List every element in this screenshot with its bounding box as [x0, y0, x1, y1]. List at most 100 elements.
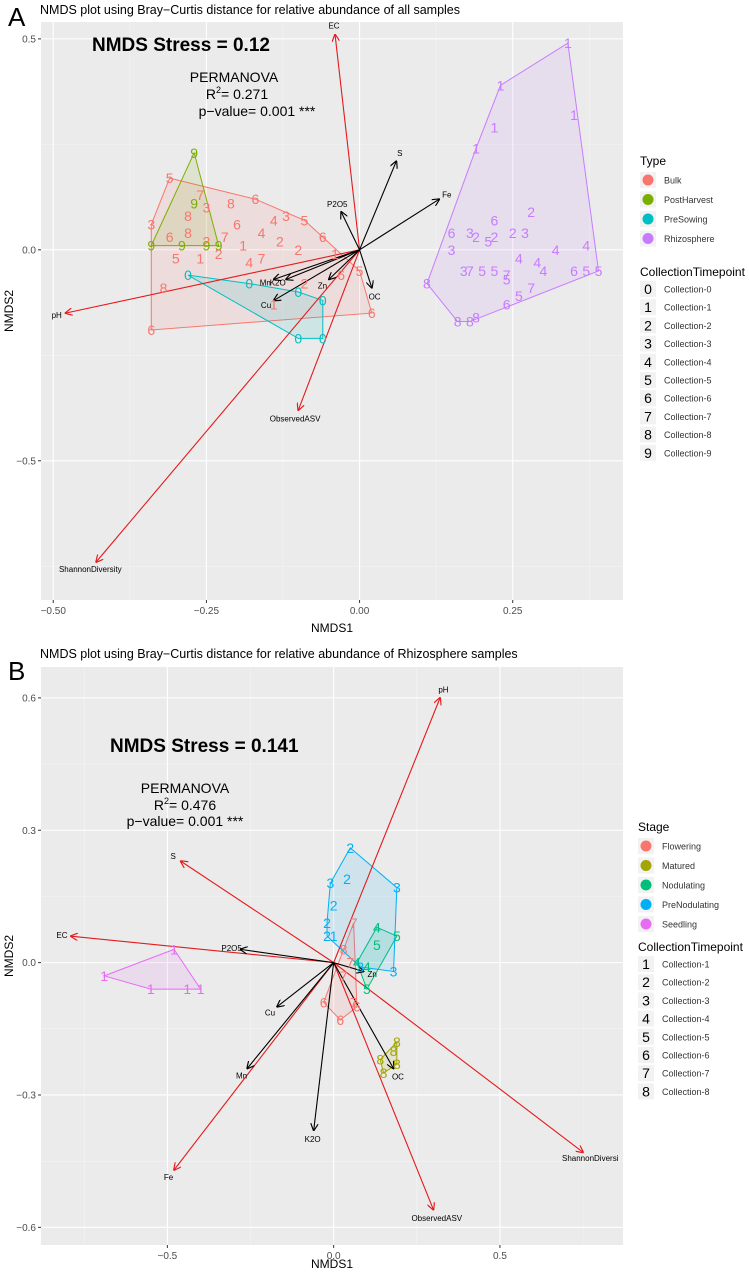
panel-a-permanova-pvalue: p−value= 0.001 ***: [199, 103, 316, 119]
y-tick-label: 0.5: [22, 34, 36, 45]
vector-label-k2o: K2O: [305, 1135, 321, 1144]
point-bulk: 7: [258, 250, 266, 266]
legend-key-bg: [638, 974, 654, 991]
point-bulk: 6: [368, 305, 376, 321]
vector-label-fe: Fe: [164, 1173, 174, 1182]
panel-a-stress-label: NMDS Stress = 0.12: [92, 35, 270, 56]
legend-symbol: 7: [644, 408, 652, 424]
legend-key-bg: [638, 1047, 654, 1063]
y-tick-label: 0.6: [22, 693, 36, 704]
panel-b-legend-timepoint-items: 1 Collection-1 2 Collection-2 3 Collection-3 4…: [638, 956, 710, 1100]
point-presowing: 0: [294, 284, 302, 300]
legend-symbol: 3: [642, 992, 650, 1008]
legend-key-bg: [638, 956, 654, 972]
vector-label-ph: pH: [438, 686, 448, 695]
point-bulk: 4: [270, 212, 278, 228]
legend-swatch-presowing: [642, 213, 654, 225]
point-bulk: 2: [301, 276, 309, 292]
point-rhizosphere: 4: [515, 250, 523, 266]
point-rhizosphere: 6: [490, 212, 498, 228]
panel-b-legend: Stage Flowering Matured Nodulating PreNodul…: [638, 820, 744, 1100]
hull-rhizosphere: [426, 42, 600, 323]
point-matured: 8: [390, 1043, 398, 1059]
point-bulk: 3: [282, 208, 290, 224]
hull-seedling: [102, 948, 202, 990]
legend-label-collection: Collection-2: [664, 321, 712, 331]
point-rhizosphere: 1: [490, 119, 498, 135]
legend-key-bg: [638, 992, 654, 1009]
point-rhizosphere: 1: [472, 141, 480, 157]
legend-label-collection: Collection-5: [662, 1032, 710, 1042]
point-rhizosphere: 5: [515, 288, 523, 304]
point-bulk: 2: [215, 246, 223, 262]
point-presowing: 0: [319, 292, 327, 308]
point-rhizosphere: 4: [533, 254, 541, 270]
vector-zn: [329, 249, 360, 280]
panel-a-legend: Type Bulk PostHarvest PreSowing Rhizosphere…: [640, 154, 746, 461]
point-rhizosphere: 1: [570, 107, 578, 123]
legend-key-bg: [638, 1010, 654, 1027]
point-rhizosphere: 2: [527, 204, 535, 220]
point-rhizosphere: 5: [490, 263, 498, 279]
legend-symbol: 4: [644, 354, 652, 370]
point-seedling: 1: [147, 981, 155, 997]
legend-label-collection: Collection-1: [664, 303, 712, 313]
hull-prenodulating: [326, 847, 398, 973]
point-bulk: 8: [184, 208, 192, 224]
y-tick-label: 0.0: [22, 245, 36, 256]
legend-swatch-nodulating: [640, 879, 652, 891]
panel-a-title: NMDS plot using Bray−Curtis distance for…: [40, 3, 460, 17]
point-postharvest: 9: [178, 238, 186, 254]
point-bulk: 7: [196, 187, 204, 203]
point-postharvest: 9: [215, 238, 223, 254]
vector-zn: [333, 962, 364, 972]
legend-key-bg: [638, 1065, 654, 1082]
point-bulk: 6: [337, 267, 345, 283]
point-prenodulating: 2: [330, 897, 338, 913]
legend-label-collection: Collection-5: [664, 376, 712, 386]
vector-ph: [66, 249, 360, 313]
vector-label-ph: pH: [52, 311, 62, 320]
panel-b-y-axis-label: NMDS2: [2, 935, 16, 977]
legend-symbol: 2: [644, 317, 652, 333]
point-bulk: 5: [172, 250, 180, 266]
y-tick-label: −0.6: [16, 1223, 36, 1234]
panel-a-x-ticks: −0.50 −0.25 0.00 0.25: [41, 600, 523, 617]
point-bulk: 5: [166, 170, 174, 186]
legend-symbol: 7: [642, 1065, 650, 1081]
legend-symbol: 1: [644, 299, 652, 315]
vector-label-cu: Cu: [261, 301, 271, 310]
legend-symbol: 8: [642, 1083, 650, 1099]
point-bulk: 6: [233, 217, 241, 233]
legend-symbol: 2: [642, 974, 650, 990]
legend-label-collection: Collection-9: [664, 448, 712, 458]
panel-b-title: NMDS plot using Bray−Curtis distance for…: [40, 647, 518, 661]
point-presowing: 0: [245, 276, 253, 292]
legend-key-bg: [640, 317, 656, 334]
point-bulk: 3: [147, 217, 155, 233]
point-nodulating: 4: [363, 959, 371, 975]
vector-label-zn: Zn: [318, 282, 327, 291]
vector-label-observedasv: ObservedASV: [411, 1214, 462, 1223]
point-rhizosphere: 3: [460, 263, 468, 279]
point-seedling: 1: [100, 968, 108, 984]
vector-observedasv: [333, 962, 434, 1210]
point-postharvest: 9: [190, 195, 198, 211]
legend-key-bg: [640, 444, 656, 461]
legend-key-bg: [640, 408, 656, 425]
point-rhizosphere: 2: [490, 229, 498, 245]
panel-a-legend-timepoint-items: 0 Collection-0 1 Collection-1 2 Collection-2 3…: [640, 281, 712, 461]
point-bulk: 6: [252, 191, 260, 207]
panel-b-y-ticks: −0.6 −0.3 0.0 0.3 0.6: [16, 693, 41, 1234]
panel-b-legend-stage-title: Stage: [638, 820, 670, 834]
point-postharvest: 9: [147, 238, 155, 254]
point-rhizosphere: 8: [423, 276, 431, 292]
vector-label-mn: Mn: [260, 278, 271, 287]
legend-symbol: 3: [644, 336, 652, 352]
point-rhizosphere: 7: [527, 280, 535, 296]
vector-shannondiversity: [96, 249, 360, 562]
legend-symbol: 1: [642, 956, 650, 972]
point-rhizosphere: 8: [466, 314, 474, 330]
legend-swatch-prenodulating: [640, 899, 652, 910]
